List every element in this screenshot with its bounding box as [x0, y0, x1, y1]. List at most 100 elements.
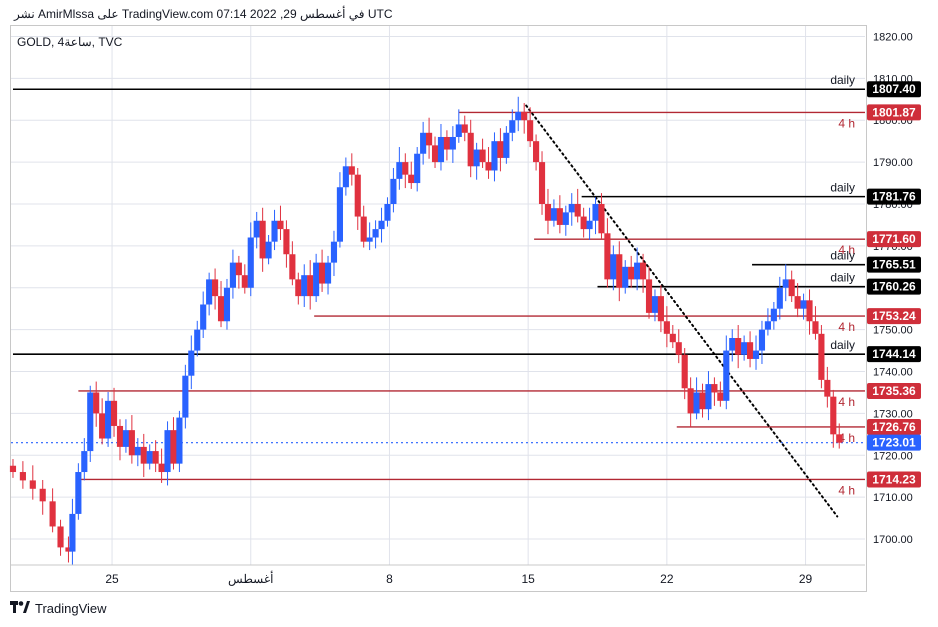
price-badge: 1714.23 [867, 471, 921, 488]
candle-body [295, 279, 302, 297]
candle-body [81, 451, 88, 473]
candle [378, 207, 385, 243]
candle-body [503, 132, 510, 158]
candle-body [705, 384, 712, 410]
dotted-trendline [525, 104, 839, 518]
candle-body [628, 266, 635, 280]
candle [247, 222, 254, 297]
candle [319, 249, 326, 292]
candle-body [105, 400, 112, 439]
candle [818, 325, 825, 389]
candle-body [604, 233, 611, 280]
candle-body [669, 333, 676, 343]
price-badge: 1781.76 [867, 188, 921, 205]
candle [336, 172, 343, 248]
candle [776, 276, 783, 320]
candle-body [402, 162, 409, 175]
x-tick-label: 8 [386, 572, 393, 586]
candle [455, 109, 462, 143]
candle [657, 285, 664, 333]
candle [253, 211, 260, 249]
price-badge-label: 1744.14 [872, 347, 916, 361]
candle-body [247, 237, 254, 288]
candle-body [348, 166, 355, 175]
candle-body [562, 212, 569, 225]
candle [437, 124, 445, 171]
candle-body [544, 203, 552, 221]
candle [324, 255, 332, 295]
candle [87, 385, 94, 462]
candle-body [449, 136, 456, 150]
candle [687, 377, 694, 427]
candle [782, 264, 789, 302]
candle [182, 364, 189, 429]
candle-body [146, 451, 153, 464]
candle-body [378, 220, 385, 230]
candle-body [758, 329, 766, 351]
candle-body [49, 501, 56, 527]
candle [562, 205, 569, 236]
candle [176, 410, 183, 473]
candle [503, 126, 510, 164]
candle [538, 151, 546, 215]
y-tick-label: 1720.00 [873, 450, 913, 462]
candle [110, 387, 118, 437]
candle-body [467, 132, 474, 167]
candle [29, 465, 36, 500]
candle [544, 188, 552, 235]
candle-body [75, 472, 82, 514]
price-badge: 1760.26 [867, 278, 921, 295]
price-badge-label: 1714.23 [872, 472, 916, 486]
price-badge-label: 1765.51 [872, 258, 916, 272]
level-tag: daily [830, 73, 855, 87]
candle [806, 289, 813, 335]
y-tick-label: 1820.00 [873, 31, 913, 43]
candle [604, 218, 611, 288]
candle-body [420, 132, 427, 154]
candle [188, 335, 195, 390]
price-badge-label: 1781.76 [872, 190, 916, 204]
candle-body [19, 472, 26, 481]
candle-body [164, 430, 171, 473]
candle-body [342, 166, 349, 188]
candle [640, 253, 647, 293]
candle-body [324, 262, 332, 284]
current-price-badge: 1723.01 [867, 434, 921, 451]
candle [313, 253, 320, 302]
price-badge-bg [867, 346, 921, 363]
candle-body [538, 162, 546, 204]
candle-body [770, 308, 777, 322]
level-tag: 4 h [838, 116, 855, 130]
candle [259, 207, 266, 272]
current-price-label: 1723.01 [872, 436, 916, 450]
price-badge-bg [867, 471, 921, 488]
level-tag: daily [830, 181, 855, 195]
candle [645, 266, 653, 319]
candle [396, 147, 403, 190]
candle [366, 222, 373, 251]
price-badge: 1807.40 [867, 81, 921, 98]
candle-body [182, 375, 189, 418]
candle-body [301, 275, 308, 297]
candle-body [9, 465, 17, 473]
price-badge-label: 1760.26 [872, 280, 916, 294]
candle-body [229, 262, 236, 288]
candle [348, 153, 355, 186]
candle [527, 107, 534, 148]
candle-body [836, 434, 843, 443]
candle-body [473, 149, 480, 167]
candle [128, 415, 135, 464]
candle-body [140, 446, 147, 464]
candle [420, 121, 427, 165]
candle-body [390, 178, 397, 204]
tradingview-footer[interactable]: TradingView [10, 601, 107, 616]
candle [497, 128, 504, 172]
candle [693, 377, 700, 420]
candle-body [764, 321, 771, 330]
candle-body [336, 187, 343, 242]
candle-body [794, 296, 801, 309]
candle [19, 461, 26, 489]
level-tag: 4 h [838, 243, 855, 257]
candle-body [455, 124, 462, 137]
